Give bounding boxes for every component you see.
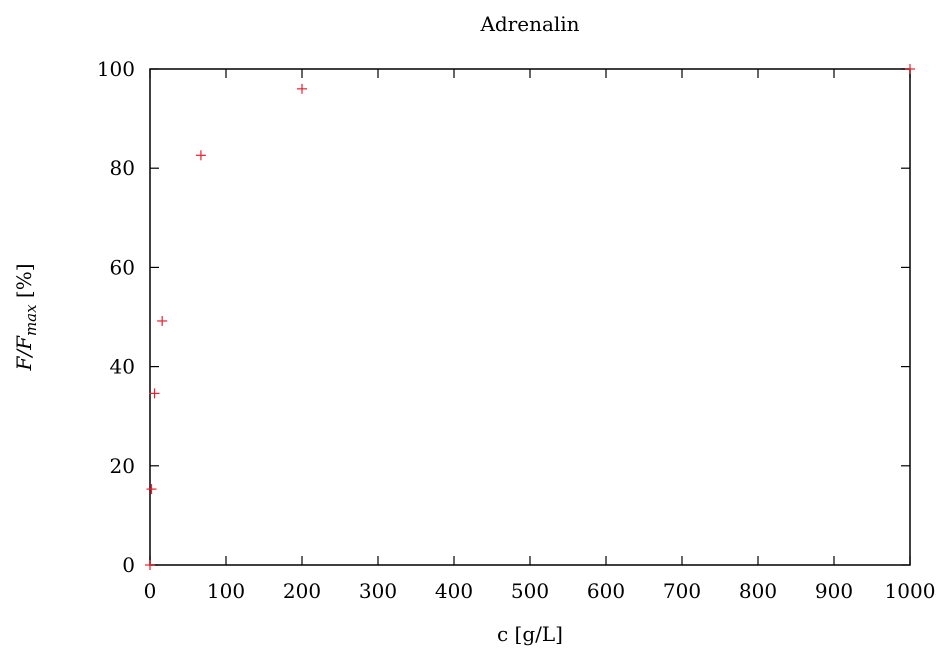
x-axis: 0 100 200 300 400 500 600 700 800 900 1000: [144, 69, 936, 603]
y-tick-label: 40: [110, 355, 135, 379]
y-axis-title: F/Fmax [%]: [12, 263, 40, 371]
data-points: [145, 64, 915, 570]
x-tick-label: 800: [739, 579, 777, 603]
data-point: [149, 388, 160, 399]
data-point: [157, 315, 168, 326]
y-tick-label: 100: [97, 57, 135, 81]
y-tick-label: 80: [110, 156, 135, 180]
data-point: [146, 484, 157, 495]
x-axis-title: c [g/L]: [497, 622, 563, 646]
data-point: [195, 150, 206, 161]
x-tick-label: 600: [587, 579, 625, 603]
y-tick-label: 60: [110, 255, 135, 279]
chart-title: Adrenalin: [479, 12, 579, 36]
x-tick-label: 900: [815, 579, 853, 603]
plot-frame: [149, 68, 911, 566]
x-tick-label: 300: [359, 579, 397, 603]
x-tick-label: 1000: [885, 579, 936, 603]
y-axis-title-suffix: [%]: [12, 263, 36, 304]
y-axis: 0 20 40 60 80 100: [97, 57, 910, 577]
y-axis-title-subscript: max: [22, 304, 40, 336]
data-point: [297, 83, 307, 94]
x-tick-label: 500: [511, 579, 549, 603]
x-tick-label: 700: [663, 579, 701, 603]
x-tick-label: 400: [435, 579, 473, 603]
y-tick-label: 0: [122, 553, 135, 577]
x-tick-label: 100: [207, 579, 245, 603]
y-tick-label: 20: [110, 454, 135, 478]
data-point: [905, 64, 915, 74]
x-tick-label: 200: [283, 579, 321, 603]
x-tick-label: 0: [144, 579, 157, 603]
y-axis-title-main: F/F: [12, 335, 36, 372]
data-point: [145, 560, 155, 570]
